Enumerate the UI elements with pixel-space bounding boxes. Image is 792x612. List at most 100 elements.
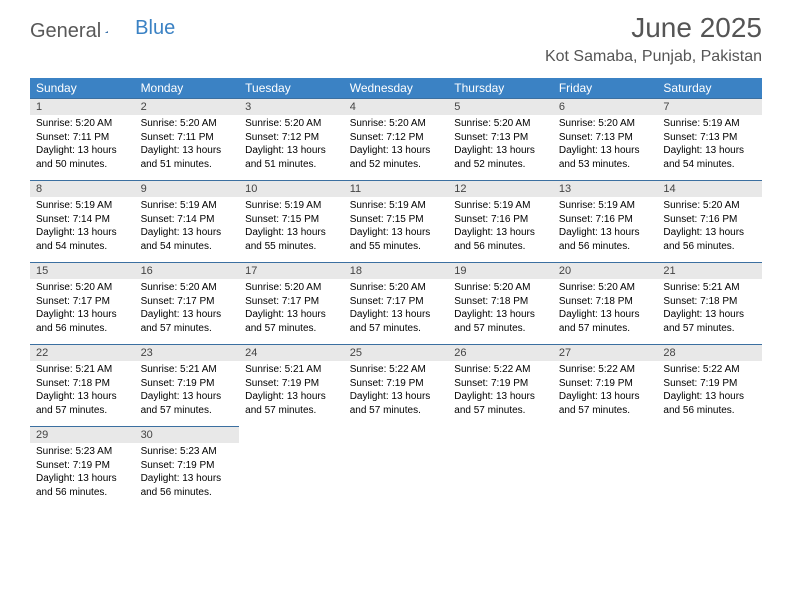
sunset-line: Sunset: 7:12 PM [350, 131, 443, 145]
day-body: Sunrise: 5:20 AMSunset: 7:12 PMDaylight:… [344, 115, 449, 175]
sunrise-line: Sunrise: 5:20 AM [454, 117, 547, 131]
day-body: Sunrise: 5:22 AMSunset: 7:19 PMDaylight:… [657, 361, 762, 421]
day-number: 19 [448, 263, 553, 279]
sunset-line: Sunset: 7:17 PM [36, 295, 129, 309]
day-number: 29 [30, 427, 135, 443]
day-cell: 29Sunrise: 5:23 AMSunset: 7:19 PMDayligh… [30, 426, 135, 508]
daylight-line: Daylight: 13 hours and 57 minutes. [663, 308, 756, 335]
day-number: 8 [30, 181, 135, 197]
logo-triangle-icon [105, 25, 108, 39]
day-body: Sunrise: 5:19 AMSunset: 7:15 PMDaylight:… [344, 197, 449, 257]
sunset-line: Sunset: 7:15 PM [350, 213, 443, 227]
sunrise-line: Sunrise: 5:22 AM [663, 363, 756, 377]
day-body: Sunrise: 5:21 AMSunset: 7:18 PMDaylight:… [30, 361, 135, 421]
day-cell: 11Sunrise: 5:19 AMSunset: 7:15 PMDayligh… [344, 180, 449, 262]
day-number: 30 [135, 427, 240, 443]
sunset-line: Sunset: 7:13 PM [454, 131, 547, 145]
calendar-week: 8Sunrise: 5:19 AMSunset: 7:14 PMDaylight… [30, 180, 762, 262]
day-number: 2 [135, 99, 240, 115]
day-cell: 30Sunrise: 5:23 AMSunset: 7:19 PMDayligh… [135, 426, 240, 508]
day-number: 6 [553, 99, 658, 115]
sunset-line: Sunset: 7:14 PM [36, 213, 129, 227]
calendar-week: 22Sunrise: 5:21 AMSunset: 7:18 PMDayligh… [30, 344, 762, 426]
daylight-line: Daylight: 13 hours and 56 minutes. [663, 226, 756, 253]
day-cell: 18Sunrise: 5:20 AMSunset: 7:17 PMDayligh… [344, 262, 449, 344]
daylight-line: Daylight: 13 hours and 50 minutes. [36, 144, 129, 171]
day-body: Sunrise: 5:20 AMSunset: 7:17 PMDaylight:… [30, 279, 135, 339]
calendar-week: 29Sunrise: 5:23 AMSunset: 7:19 PMDayligh… [30, 426, 762, 508]
sunrise-line: Sunrise: 5:19 AM [141, 199, 234, 213]
daylight-line: Daylight: 13 hours and 57 minutes. [141, 390, 234, 417]
daylight-line: Daylight: 13 hours and 57 minutes. [350, 308, 443, 335]
daylight-line: Daylight: 13 hours and 52 minutes. [454, 144, 547, 171]
daylight-line: Daylight: 13 hours and 56 minutes. [141, 472, 234, 499]
day-number: 16 [135, 263, 240, 279]
sunset-line: Sunset: 7:11 PM [36, 131, 129, 145]
sunrise-line: Sunrise: 5:19 AM [350, 199, 443, 213]
daylight-line: Daylight: 13 hours and 56 minutes. [663, 390, 756, 417]
sunrise-line: Sunrise: 5:19 AM [663, 117, 756, 131]
day-cell: 21Sunrise: 5:21 AMSunset: 7:18 PMDayligh… [657, 262, 762, 344]
day-number: 21 [657, 263, 762, 279]
day-body: Sunrise: 5:22 AMSunset: 7:19 PMDaylight:… [553, 361, 658, 421]
sunrise-line: Sunrise: 5:23 AM [141, 445, 234, 459]
sunset-line: Sunset: 7:19 PM [141, 377, 234, 391]
day-number: 17 [239, 263, 344, 279]
sunset-line: Sunset: 7:17 PM [350, 295, 443, 309]
sunrise-line: Sunrise: 5:20 AM [350, 117, 443, 131]
sunrise-line: Sunrise: 5:19 AM [245, 199, 338, 213]
day-header: Thursday [448, 78, 553, 98]
day-number: 25 [344, 345, 449, 361]
empty-cell [553, 426, 658, 508]
sunset-line: Sunset: 7:19 PM [36, 459, 129, 473]
day-header: Saturday [657, 78, 762, 98]
day-cell: 9Sunrise: 5:19 AMSunset: 7:14 PMDaylight… [135, 180, 240, 262]
sunset-line: Sunset: 7:19 PM [454, 377, 547, 391]
sunset-line: Sunset: 7:12 PM [245, 131, 338, 145]
month-title: June 2025 [545, 12, 762, 44]
empty-cell [448, 426, 553, 508]
day-body: Sunrise: 5:23 AMSunset: 7:19 PMDaylight:… [135, 443, 240, 503]
day-cell: 10Sunrise: 5:19 AMSunset: 7:15 PMDayligh… [239, 180, 344, 262]
day-cell: 14Sunrise: 5:20 AMSunset: 7:16 PMDayligh… [657, 180, 762, 262]
daylight-line: Daylight: 13 hours and 51 minutes. [141, 144, 234, 171]
daylight-line: Daylight: 13 hours and 56 minutes. [36, 472, 129, 499]
day-cell: 24Sunrise: 5:21 AMSunset: 7:19 PMDayligh… [239, 344, 344, 426]
day-body: Sunrise: 5:23 AMSunset: 7:19 PMDaylight:… [30, 443, 135, 503]
day-body: Sunrise: 5:20 AMSunset: 7:17 PMDaylight:… [135, 279, 240, 339]
sunrise-line: Sunrise: 5:20 AM [141, 117, 234, 131]
day-number: 20 [553, 263, 658, 279]
empty-cell [657, 426, 762, 508]
sunrise-line: Sunrise: 5:20 AM [36, 117, 129, 131]
day-cell: 2Sunrise: 5:20 AMSunset: 7:11 PMDaylight… [135, 98, 240, 180]
sunrise-line: Sunrise: 5:20 AM [559, 281, 652, 295]
sunset-line: Sunset: 7:18 PM [663, 295, 756, 309]
day-header: Sunday [30, 78, 135, 98]
day-body: Sunrise: 5:19 AMSunset: 7:14 PMDaylight:… [30, 197, 135, 257]
daylight-line: Daylight: 13 hours and 51 minutes. [245, 144, 338, 171]
sunrise-line: Sunrise: 5:20 AM [245, 117, 338, 131]
day-body: Sunrise: 5:21 AMSunset: 7:18 PMDaylight:… [657, 279, 762, 339]
day-body: Sunrise: 5:20 AMSunset: 7:17 PMDaylight:… [344, 279, 449, 339]
logo-text-general: General [30, 20, 101, 43]
day-number: 22 [30, 345, 135, 361]
daylight-line: Daylight: 13 hours and 57 minutes. [141, 308, 234, 335]
day-cell: 13Sunrise: 5:19 AMSunset: 7:16 PMDayligh… [553, 180, 658, 262]
daylight-line: Daylight: 13 hours and 56 minutes. [454, 226, 547, 253]
sunset-line: Sunset: 7:14 PM [141, 213, 234, 227]
sunrise-line: Sunrise: 5:20 AM [36, 281, 129, 295]
day-cell: 17Sunrise: 5:20 AMSunset: 7:17 PMDayligh… [239, 262, 344, 344]
logo: General Blue [30, 12, 175, 43]
day-cell: 25Sunrise: 5:22 AMSunset: 7:19 PMDayligh… [344, 344, 449, 426]
sunset-line: Sunset: 7:18 PM [36, 377, 129, 391]
day-number: 5 [448, 99, 553, 115]
day-number: 9 [135, 181, 240, 197]
day-number: 12 [448, 181, 553, 197]
daylight-line: Daylight: 13 hours and 56 minutes. [559, 226, 652, 253]
day-cell: 4Sunrise: 5:20 AMSunset: 7:12 PMDaylight… [344, 98, 449, 180]
sunset-line: Sunset: 7:17 PM [245, 295, 338, 309]
page-header: General Blue June 2025 Kot Samaba, Punja… [0, 0, 792, 70]
calendar-body: 1Sunrise: 5:20 AMSunset: 7:11 PMDaylight… [30, 98, 762, 508]
day-cell: 5 Sunrise: 5:20 AMSunset: 7:13 PMDaylight… [448, 98, 553, 180]
day-number: 18 [344, 263, 449, 279]
